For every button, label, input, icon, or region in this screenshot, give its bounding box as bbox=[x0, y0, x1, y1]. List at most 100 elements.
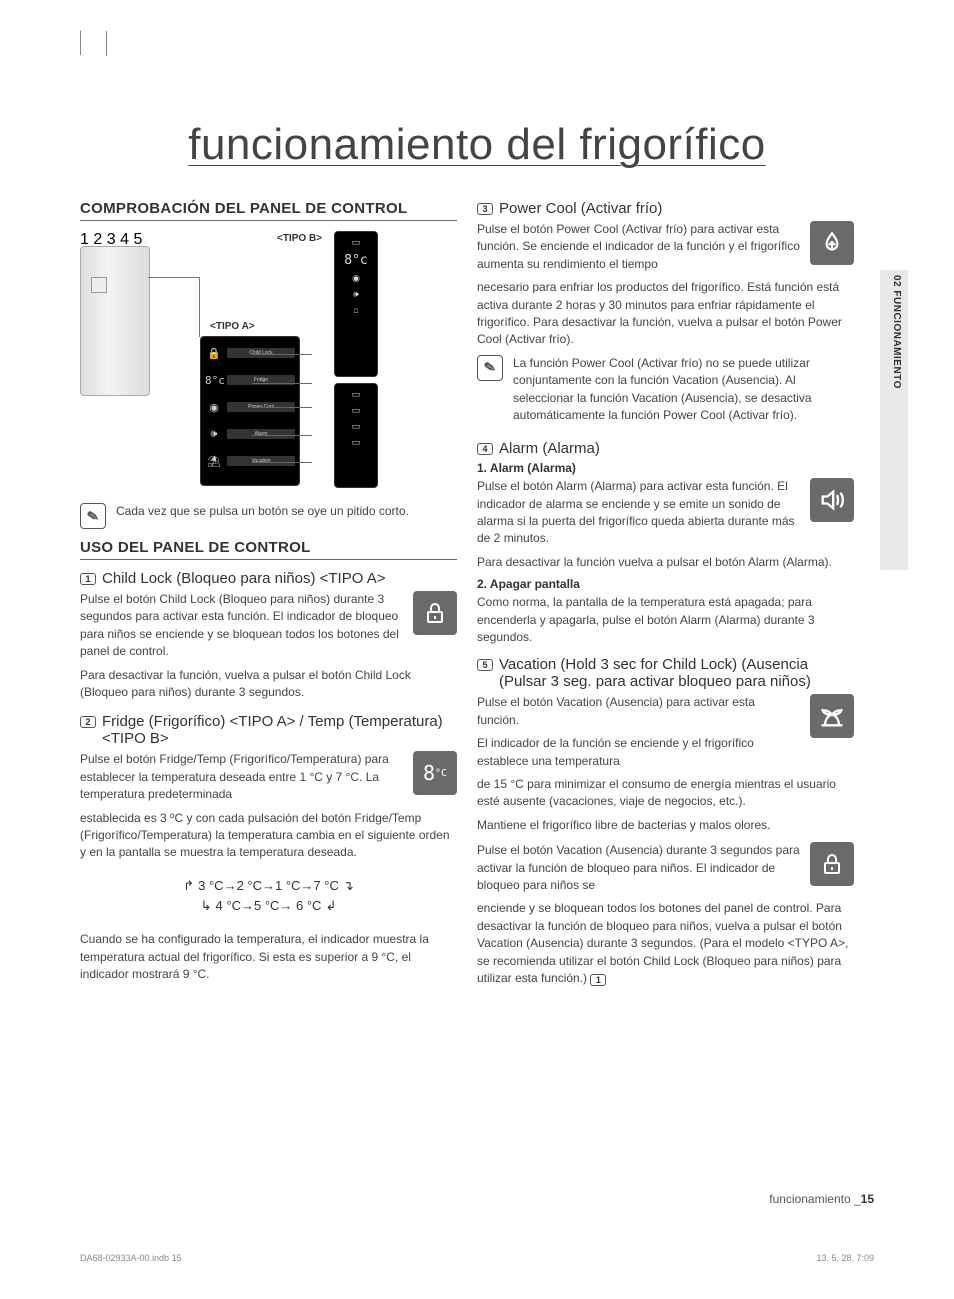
vacation-p2: El indicador de la función se enciende y… bbox=[477, 735, 800, 770]
right-column: 3 Power Cool (Activar frío) Pulse el bot… bbox=[477, 200, 874, 993]
control-panel-diagram: <TIPO B> ▭ 8°c ◉ 🕪 ⌂ ▭ ▭ ▭ ▭ <TIPO A> 🔒 C… bbox=[80, 231, 410, 491]
p2-icon: ▭ bbox=[335, 421, 377, 432]
panel-b-sound-icon: 🕪 bbox=[335, 289, 377, 300]
heading-use-panel: USO DEL PANEL DE CONTROL bbox=[80, 539, 457, 560]
note-icon bbox=[477, 355, 503, 381]
alarm-p3: Como norma, la pantalla de la temperatur… bbox=[477, 594, 854, 646]
panel-b-leaf-icon: ⌂ bbox=[335, 305, 377, 315]
child-lock-block: Pulse el botón Child Lock (Bloqueo para … bbox=[80, 591, 457, 667]
callout-line bbox=[252, 407, 312, 408]
callout-line bbox=[252, 354, 312, 355]
p2-icon: ▭ bbox=[335, 405, 377, 416]
badge-5: 5 bbox=[477, 659, 493, 671]
note-beep: Cada vez que se pulsa un botón se oye un… bbox=[80, 503, 457, 529]
vacation-icon: ⛱ bbox=[205, 455, 223, 468]
manual-page: funcionamiento del frigorífico 02 FUNCIO… bbox=[0, 0, 954, 1299]
subhead-child-lock-text: Child Lock (Bloqueo para niños) <TIPO A> bbox=[102, 570, 386, 587]
lead-line bbox=[148, 277, 200, 337]
alarm-block: Pulse el botón Alarm (Alarma) para activ… bbox=[477, 478, 854, 554]
callout-line bbox=[252, 435, 312, 436]
footer-info: DA68-02933A-00.indb 15 13. 5. 28. 7:09 bbox=[80, 1253, 874, 1263]
badge-3: 3 bbox=[477, 203, 493, 215]
badge-2: 2 bbox=[80, 716, 96, 728]
vacation-block1: Pulse el botón Vacation (Ausencia) para … bbox=[477, 694, 854, 776]
temp-cycle-diagram: ↱3 °C→2 °C→1 °C→7 °C↴ ↳4 °C→5 °C→ 6 °C↲ bbox=[80, 876, 457, 918]
callout-line bbox=[252, 462, 312, 463]
subhead-child-lock: 1 Child Lock (Bloqueo para niños) <TIPO … bbox=[80, 570, 457, 587]
footer-page-label: funcionamiento _15 bbox=[769, 1192, 874, 1206]
fridge-p3: Cuando se ha configurado la temperatura,… bbox=[80, 931, 457, 983]
child-lock-p2: Para desactivar la función, vuelva a pul… bbox=[80, 667, 457, 702]
footer-doc-id: DA68-02933A-00.indb 15 bbox=[80, 1253, 182, 1263]
lock-icon: 🔒 bbox=[205, 347, 223, 360]
temp-line2: 4 °C→5 °C→ 6 °C bbox=[216, 898, 322, 913]
fridge-block: Pulse el botón Fridge/Temp (Frigorífico/… bbox=[80, 751, 457, 809]
panel-b-icon: ▭ bbox=[335, 237, 377, 248]
lock-icon bbox=[413, 591, 457, 635]
vacation-p3: de 15 °C para minimizar el consumo de en… bbox=[477, 776, 854, 811]
type-b-label: <TIPO B> bbox=[277, 233, 322, 244]
panel-type-a: 🔒Child Lock 8°cFridge ◉Power Cool 🕪Alarm… bbox=[200, 336, 300, 486]
subhead-alarm-text: Alarm (Alarma) bbox=[499, 440, 600, 457]
crop-marks bbox=[80, 30, 110, 55]
vacation-block2: Pulse el botón Vacation (Ausencia) duran… bbox=[477, 842, 854, 900]
panel-type-b-lower: ▭ ▭ ▭ ▭ bbox=[334, 383, 378, 488]
side-tab-label: 02 FUNCIONAMIENTO bbox=[891, 275, 902, 389]
subhead-vacation: 5 Vacation (Hold 3 sec for Child Lock) (… bbox=[477, 656, 854, 690]
panel-b-temp: 8°c bbox=[335, 253, 377, 268]
note-text: Cada vez que se pulsa un botón se oye un… bbox=[116, 503, 409, 520]
footer-page-text: funcionamiento _ bbox=[769, 1192, 860, 1206]
vacation-p4: Mantiene el frigorífico libre de bacteri… bbox=[477, 817, 854, 834]
footer-date: 13. 5. 28. 7:09 bbox=[816, 1253, 874, 1263]
subhead-vacation-text: Vacation (Hold 3 sec for Child Lock) (Au… bbox=[499, 656, 854, 690]
alarm-icon bbox=[810, 478, 854, 522]
power-cool-p2: necesario para enfriar los productos del… bbox=[477, 279, 854, 349]
subhead-alarm: 4 Alarm (Alarma) bbox=[477, 440, 854, 457]
temp-icon: 8°c bbox=[205, 374, 223, 387]
badge-1: 1 bbox=[80, 573, 96, 585]
drop-icon: ◉ bbox=[205, 401, 223, 414]
sound-icon: 🕪 bbox=[205, 428, 223, 441]
alarm-b2: 2. Apagar pantalla bbox=[477, 577, 854, 591]
subhead-fridge: 2 Fridge (Frigorífico) <TIPO A> / Temp (… bbox=[80, 713, 457, 747]
subhead-power-cool-text: Power Cool (Activar frío) bbox=[499, 200, 662, 217]
alarm-b1: 1. Alarm (Alarma) bbox=[477, 461, 854, 475]
alarm-p1: Pulse el botón Alarm (Alarma) para activ… bbox=[477, 478, 800, 548]
vacation-p5: Pulse el botón Vacation (Ausencia) duran… bbox=[477, 842, 800, 894]
page-title: funcionamiento del frigorífico bbox=[80, 120, 874, 170]
type-a-label: <TIPO A> bbox=[210, 321, 255, 332]
panel-b-drop-icon: ◉ bbox=[335, 273, 377, 284]
callout-line bbox=[252, 383, 312, 384]
content-columns: COMPROBACIÓN DEL PANEL DE CONTROL <TIPO … bbox=[80, 200, 874, 993]
panel-a-row-label: Alarm bbox=[227, 429, 295, 439]
p2-icon: ▭ bbox=[335, 437, 377, 448]
power-cool-p1: Pulse el botón Power Cool (Activar frío)… bbox=[477, 221, 800, 273]
alarm-p2: Para desactivar la función vuelva a puls… bbox=[477, 554, 854, 571]
heading-check-panel: COMPROBACIÓN DEL PANEL DE CONTROL bbox=[80, 200, 457, 221]
power-cool-note: La función Power Cool (Activar frío) no … bbox=[477, 355, 854, 431]
footer-page-num: 15 bbox=[861, 1192, 874, 1206]
panel-a-row-label: Child Lock bbox=[227, 348, 295, 358]
lock-icon bbox=[810, 842, 854, 886]
subhead-fridge-text: Fridge (Frigorífico) <TIPO A> / Temp (Te… bbox=[102, 713, 457, 747]
vacation-p1: Pulse el botón Vacation (Ausencia) para … bbox=[477, 694, 800, 729]
temp-display-icon: 8°C bbox=[413, 751, 457, 795]
child-lock-p1: Pulse el botón Child Lock (Bloqueo para … bbox=[80, 591, 403, 661]
fridge-p1: Pulse el botón Fridge/Temp (Frigorífico/… bbox=[80, 751, 403, 803]
subhead-power-cool: 3 Power Cool (Activar frío) bbox=[477, 200, 854, 217]
note-icon bbox=[80, 503, 106, 529]
power-cool-icon bbox=[810, 221, 854, 265]
left-column: COMPROBACIÓN DEL PANEL DE CONTROL <TIPO … bbox=[80, 200, 457, 993]
vacation-icon bbox=[810, 694, 854, 738]
vacation-p6: enciende y se bloquean todos los botones… bbox=[477, 900, 854, 987]
inline-badge-1: 1 bbox=[590, 974, 606, 986]
panel-a-row-label: Vacation bbox=[227, 456, 295, 466]
fridge-illustration bbox=[80, 246, 150, 396]
panel-type-b: ▭ 8°c ◉ 🕪 ⌂ bbox=[334, 231, 378, 377]
fridge-p2: establecida es 3 ºC y con cada pulsación… bbox=[80, 810, 457, 862]
power-cool-block: Pulse el botón Power Cool (Activar frío)… bbox=[477, 221, 854, 279]
badge-4: 4 bbox=[477, 443, 493, 455]
p2-icon: ▭ bbox=[335, 389, 377, 400]
power-cool-note-text: La función Power Cool (Activar frío) no … bbox=[513, 355, 854, 425]
temp-line1: 3 °C→2 °C→1 °C→7 °C bbox=[198, 878, 339, 893]
